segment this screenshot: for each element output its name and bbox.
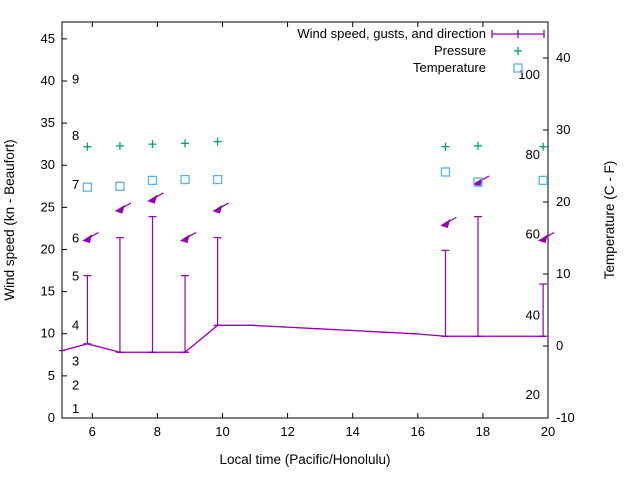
beaufort-label: 5: [72, 269, 79, 284]
wind-direction-arrow: [179, 232, 197, 244]
x-axis-title: Local time (Pacific/Honolulu): [219, 452, 390, 467]
plot-frame: [61, 21, 549, 419]
y2-tick-label: -10: [556, 410, 575, 425]
x-tick-label: 8: [154, 424, 161, 439]
y2-tick-label: 40: [556, 50, 570, 65]
wind-direction-arrow: [114, 202, 132, 214]
legend-label-0: Wind speed, gusts, and direction: [297, 26, 486, 41]
beaufort-label: 7: [72, 177, 79, 192]
x-tick-label: 16: [411, 424, 425, 439]
y-tick-label: 35: [41, 115, 55, 130]
beaufort-label: 3: [72, 354, 79, 369]
legend-swatch-temperature: [513, 63, 523, 73]
wind-direction-arrow: [472, 175, 490, 187]
temperature-marker: [180, 174, 190, 185]
beaufort-label: 8: [72, 128, 79, 143]
beaufort-label: 4: [72, 317, 79, 332]
y2-tick-label: 0: [556, 338, 563, 353]
fahrenheit-label: 40: [526, 307, 540, 322]
y-tick-label: 45: [41, 31, 55, 46]
wind-direction-arrow: [212, 202, 229, 214]
x-tick-label: 6: [89, 424, 96, 439]
y-tick-label: 30: [41, 157, 55, 172]
temperature-marker: [473, 177, 483, 187]
x-tick-label: 14: [345, 424, 359, 439]
temperature-marker: [440, 167, 451, 177]
beaufort-label: 2: [72, 377, 79, 392]
fahrenheit-label: 20: [526, 387, 540, 402]
fahrenheit-label: 80: [526, 147, 540, 162]
temperature-marker: [212, 174, 223, 185]
y-tick-label: 15: [41, 284, 55, 299]
y2-tick-label: 10: [556, 266, 570, 281]
y-axis-title: Wind speed (kn - Beaufort): [2, 139, 17, 300]
beaufort-label: 1: [72, 401, 79, 416]
y2-axis-title: Temperature (C - F): [602, 161, 617, 280]
x-tick-label: 10: [215, 424, 229, 439]
temperature-marker: [538, 175, 548, 186]
temperature-marker: [147, 175, 158, 186]
temperature-marker: [82, 182, 93, 192]
y-tick-label: 40: [41, 73, 55, 88]
wind-speed-line: [61, 324, 544, 353]
x-tick-label: 12: [280, 424, 294, 439]
y-tick-label: 10: [41, 326, 55, 341]
y-tick-label: 5: [48, 368, 55, 383]
beaufort-label: 9: [72, 71, 79, 86]
x-tick-label: 18: [476, 424, 490, 439]
y-tick-label: 0: [48, 410, 55, 425]
beaufort-label: 6: [72, 231, 79, 246]
fahrenheit-label: 100: [518, 67, 540, 82]
y-tick-label: 20: [41, 241, 55, 256]
legend-label-1: Pressure: [434, 43, 486, 58]
fahrenheit-label: 60: [526, 227, 540, 242]
x-tick-label: 20: [541, 424, 555, 439]
y2-tick-label: 30: [556, 122, 570, 137]
y-tick-label: 25: [41, 199, 55, 214]
wind-direction-arrow: [147, 192, 164, 204]
wind-direction-arrow: [82, 232, 99, 244]
wind-direction-arrow: [537, 232, 555, 244]
temperature-marker: [115, 181, 125, 191]
legend-label-2: Temperature: [413, 60, 486, 75]
wind-direction-arrow: [440, 216, 457, 229]
y2-tick-label: 20: [556, 194, 570, 209]
